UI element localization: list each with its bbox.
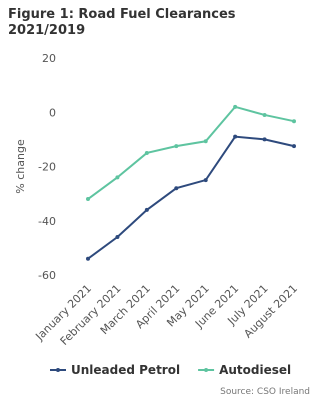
point: [144, 150, 149, 155]
point: [292, 119, 296, 124]
point: [86, 256, 90, 261]
point: [262, 137, 267, 142]
y-tick-label: 0: [49, 106, 56, 119]
legend-swatch: [204, 368, 209, 372]
point: [233, 134, 238, 139]
series-line: [87, 105, 295, 200]
point: [262, 112, 267, 117]
point: [233, 104, 238, 109]
legend-label: Autodiesel: [219, 363, 291, 377]
y-tick-label: -20: [38, 161, 56, 174]
point: [292, 144, 296, 149]
point: [115, 175, 120, 180]
y-tick-label: -60: [38, 269, 56, 282]
series-line: [87, 135, 295, 260]
legend-label: Unleaded Petrol: [71, 363, 180, 377]
point: [203, 139, 208, 144]
y-axis-label: % change: [14, 139, 27, 194]
y-tick-label: 20: [42, 52, 56, 65]
point: [174, 144, 179, 149]
point: [86, 197, 90, 202]
point: [144, 207, 149, 212]
legend-swatch: [56, 368, 60, 372]
chart-title: Figure 1: Road Fuel Clearances 2021/2019: [8, 7, 236, 38]
y-tick-label: -40: [38, 215, 56, 228]
point: [203, 178, 208, 183]
point: [174, 186, 179, 191]
point: [115, 235, 120, 240]
source: Source: CSO Ireland: [220, 387, 310, 397]
